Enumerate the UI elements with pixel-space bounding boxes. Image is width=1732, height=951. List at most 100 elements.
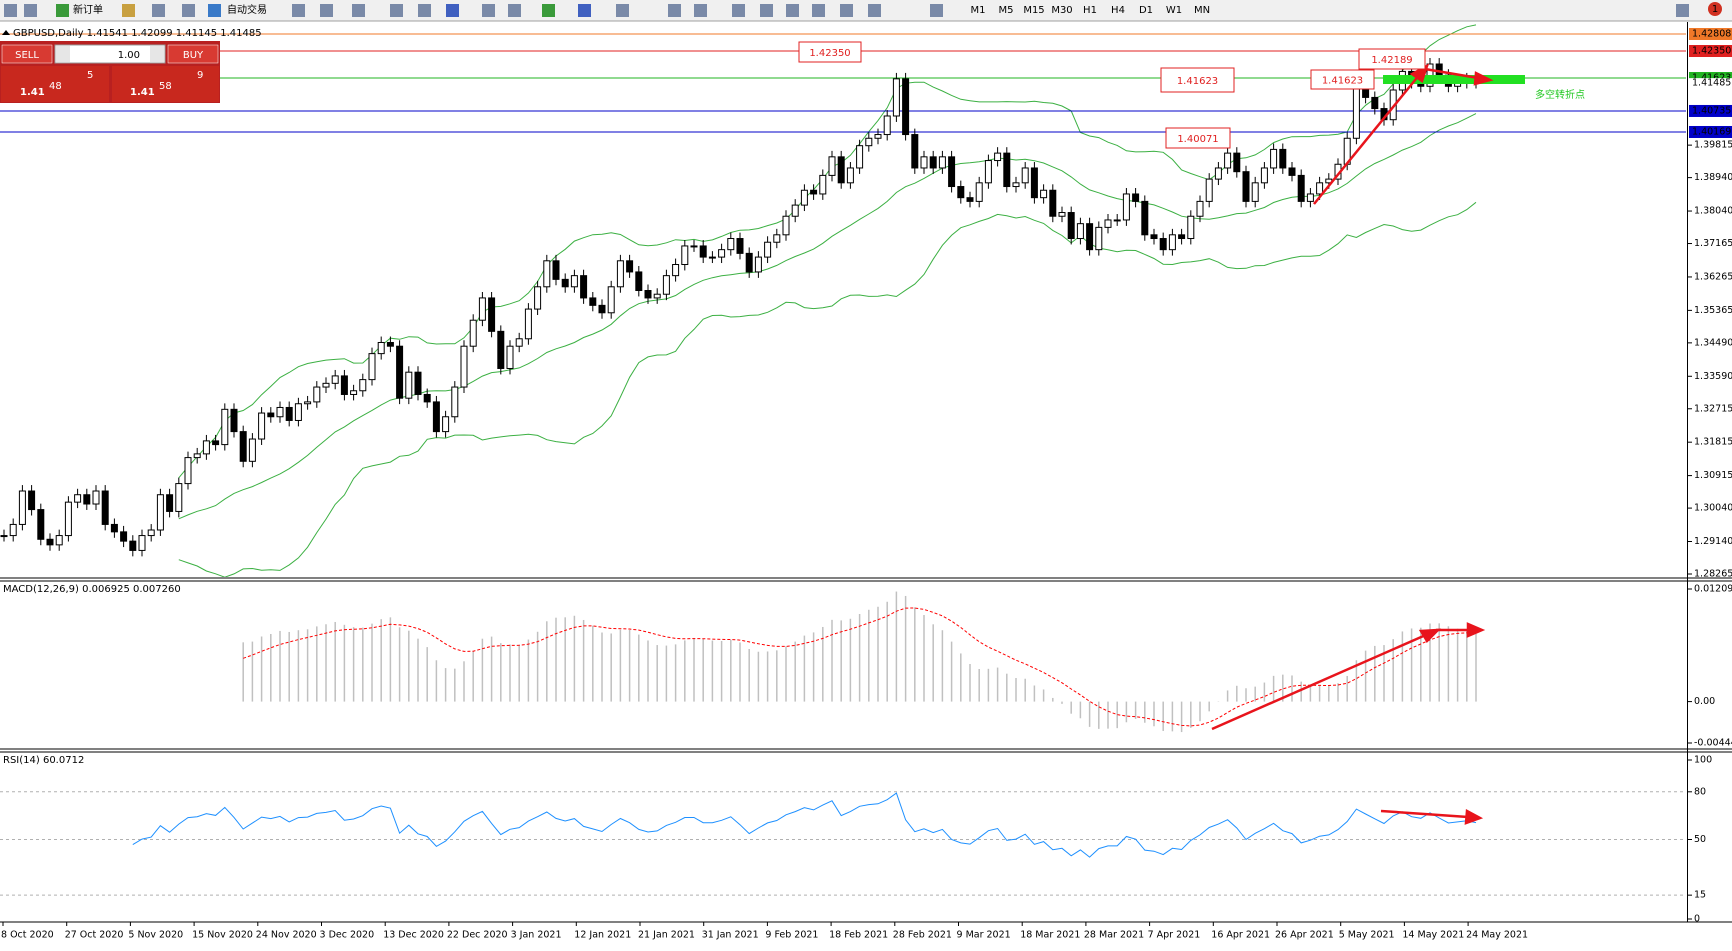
toolbar-icons [4, 4, 1689, 17]
icon[interactable] [352, 4, 365, 17]
candle-body [800, 189, 808, 206]
annotation-box [1358, 48, 1426, 70]
icon[interactable] [542, 4, 555, 17]
icon[interactable] [4, 4, 17, 17]
icon[interactable] [292, 4, 305, 17]
one-click-trading: SELL 1.00 BUY 1.41 48 5 1.41 58 9 [0, 41, 220, 103]
icon[interactable] [152, 4, 165, 17]
icon[interactable] [760, 4, 773, 17]
notification-badge[interactable] [1708, 2, 1722, 16]
icon[interactable] [812, 4, 825, 17]
new-order-button[interactable]: 新订单 [73, 3, 103, 16]
timeframe-button[interactable]: W1 [1166, 5, 1182, 16]
candle-body [791, 204, 799, 217]
candle-body [929, 156, 937, 169]
candle-body [294, 403, 302, 421]
candle-body [846, 167, 854, 184]
candle-body [506, 345, 514, 369]
candle-body [672, 264, 680, 277]
y-tick-label: 1.38040 [1694, 206, 1732, 217]
candle-body [331, 375, 339, 384]
icon[interactable] [694, 4, 707, 17]
icon[interactable] [930, 4, 943, 17]
icon[interactable] [482, 4, 495, 17]
icon[interactable] [840, 4, 853, 17]
timeframe-button[interactable]: MN [1194, 5, 1210, 16]
auto-trading-button[interactable]: 自动交易 [227, 3, 267, 16]
x-tick-label: 5 Nov 2020 [128, 930, 183, 941]
icon[interactable] [446, 4, 459, 17]
candle-body [708, 256, 716, 259]
y-tick-label: 1.29140 [1694, 536, 1732, 547]
x-tick-label: 3 Jan 2021 [511, 930, 562, 941]
candle-body [239, 431, 247, 462]
icon[interactable] [56, 4, 69, 17]
candle-body [644, 290, 652, 299]
timeframe-button[interactable]: M30 [1051, 5, 1072, 16]
candle-body [1132, 193, 1140, 202]
buy-price-box[interactable] [112, 66, 219, 102]
timeframe-button[interactable]: M15 [1023, 5, 1044, 16]
timeframe-button[interactable]: M5 [999, 5, 1014, 16]
candle-body [810, 189, 818, 195]
icon[interactable] [208, 4, 221, 17]
candle-body [359, 379, 367, 392]
icon[interactable] [732, 4, 745, 17]
candle-body [1435, 63, 1443, 76]
timeframe-button[interactable]: M1 [971, 5, 986, 16]
icon[interactable] [418, 4, 431, 17]
y-tick-label: 1.36265 [1694, 271, 1732, 282]
timeframe-button[interactable]: H4 [1111, 5, 1125, 16]
candle-body [1187, 215, 1195, 240]
sell-button[interactable] [1, 44, 53, 64]
timeframe-button[interactable]: H1 [1083, 5, 1097, 16]
candle-body [74, 494, 82, 503]
level-price-label: 1.41623 [1692, 73, 1731, 84]
trend-arrows [1211, 63, 1494, 825]
icon[interactable] [182, 4, 195, 17]
buy-price-frac: 9 [197, 70, 203, 81]
candle-body [966, 197, 974, 202]
icon[interactable] [578, 4, 591, 17]
icon[interactable] [320, 4, 333, 17]
candle-body [819, 174, 827, 195]
candle-body [948, 156, 956, 188]
candle-body [718, 249, 726, 258]
candle-body [18, 490, 26, 525]
lot-up[interactable] [150, 46, 164, 62]
chart-title: GBPUSD,Daily 1.41541 1.42099 1.41145 1.4… [13, 28, 262, 39]
candle-body [920, 156, 928, 169]
arrow-head [1466, 622, 1486, 638]
candle-body [911, 134, 919, 169]
y-tick-label: 1.39815 [1694, 140, 1732, 151]
icon[interactable] [122, 4, 135, 17]
icon[interactable] [24, 4, 37, 17]
icon[interactable] [868, 4, 881, 17]
lot-input[interactable] [54, 44, 166, 64]
candle-body [938, 156, 946, 169]
buy-button[interactable] [167, 44, 219, 64]
candle-body [432, 401, 440, 433]
candle-body [478, 297, 486, 321]
candle-body [662, 275, 670, 295]
icon[interactable] [786, 4, 799, 17]
icon[interactable] [616, 4, 629, 17]
candle-body [1141, 200, 1149, 236]
buy-price-pips: 58 [159, 81, 172, 92]
candle-body [1279, 148, 1287, 169]
timeframe-button[interactable]: D1 [1139, 5, 1153, 16]
lot-down[interactable] [56, 46, 70, 62]
candle-body [423, 393, 431, 403]
sell-price-box[interactable] [1, 66, 109, 102]
candle-body [1104, 219, 1112, 228]
candle-body [754, 256, 762, 273]
candle-body [552, 260, 560, 280]
icon[interactable] [668, 4, 681, 17]
candle-body [1058, 212, 1066, 217]
candle-body [230, 408, 238, 433]
search-icon[interactable] [1676, 4, 1689, 17]
icon[interactable] [508, 4, 521, 17]
y-tick-label: 1.37165 [1694, 238, 1732, 249]
icon[interactable] [390, 4, 403, 17]
candle-body [865, 137, 873, 147]
